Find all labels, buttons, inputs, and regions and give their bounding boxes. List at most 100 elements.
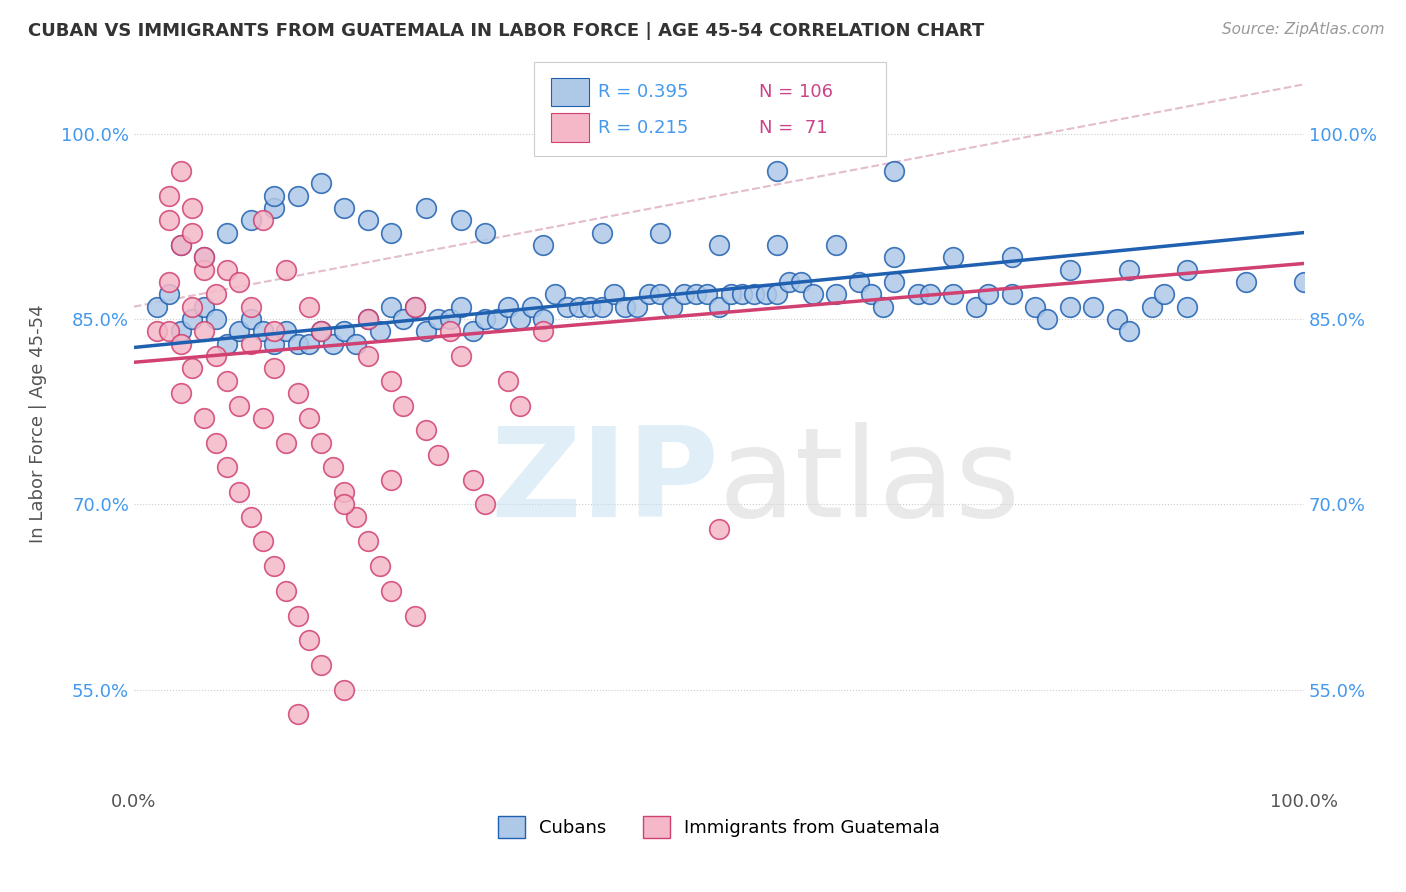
Point — [193, 300, 215, 314]
Point — [239, 336, 262, 351]
Point — [239, 312, 262, 326]
Point — [181, 300, 204, 314]
Point — [637, 287, 659, 301]
Point — [825, 287, 848, 301]
Point — [415, 423, 437, 437]
Point — [392, 312, 415, 326]
Point — [357, 534, 380, 549]
Point — [298, 410, 321, 425]
Point — [287, 188, 309, 202]
Point — [450, 300, 472, 314]
Text: N = 106: N = 106 — [759, 83, 834, 101]
Point — [204, 435, 226, 450]
Text: R = 0.395: R = 0.395 — [598, 83, 688, 101]
Point — [520, 300, 543, 314]
Point — [344, 509, 367, 524]
Point — [942, 287, 965, 301]
Point — [965, 300, 987, 314]
Point — [298, 300, 321, 314]
Point — [380, 300, 402, 314]
Point — [860, 287, 883, 301]
Point — [790, 275, 813, 289]
Point — [1294, 275, 1316, 289]
Text: Source: ZipAtlas.com: Source: ZipAtlas.com — [1222, 22, 1385, 37]
Point — [614, 300, 637, 314]
Point — [883, 275, 905, 289]
Point — [685, 287, 707, 301]
Point — [766, 238, 789, 252]
Point — [1083, 300, 1105, 314]
Point — [252, 410, 274, 425]
Point — [707, 522, 730, 536]
Y-axis label: In Labor Force | Age 45-54: In Labor Force | Age 45-54 — [30, 305, 46, 543]
Text: ZIP: ZIP — [491, 422, 718, 543]
Point — [333, 325, 356, 339]
Point — [309, 325, 332, 339]
Point — [228, 399, 250, 413]
Point — [531, 312, 554, 326]
Text: CUBAN VS IMMIGRANTS FROM GUATEMALA IN LABOR FORCE | AGE 45-54 CORRELATION CHART: CUBAN VS IMMIGRANTS FROM GUATEMALA IN LA… — [28, 22, 984, 40]
Point — [228, 325, 250, 339]
Point — [157, 275, 180, 289]
Point — [181, 312, 204, 326]
Point — [509, 399, 531, 413]
Point — [228, 275, 250, 289]
Point — [263, 188, 285, 202]
Point — [1118, 325, 1140, 339]
Point — [274, 325, 297, 339]
Point — [263, 559, 285, 574]
Point — [602, 287, 624, 301]
Point — [169, 238, 191, 252]
Point — [415, 201, 437, 215]
Point — [650, 226, 672, 240]
Point — [157, 287, 180, 301]
Point — [193, 325, 215, 339]
Point — [217, 226, 239, 240]
Point — [907, 287, 929, 301]
Point — [498, 374, 520, 388]
Point — [427, 312, 450, 326]
Point — [181, 361, 204, 376]
Point — [181, 226, 204, 240]
Point — [169, 336, 191, 351]
Point — [380, 226, 402, 240]
Point — [1000, 287, 1022, 301]
Point — [439, 325, 461, 339]
Point — [193, 262, 215, 277]
Point — [531, 325, 554, 339]
Point — [252, 534, 274, 549]
Point — [274, 583, 297, 598]
Point — [707, 238, 730, 252]
Point — [263, 201, 285, 215]
Point — [1000, 250, 1022, 264]
Text: atlas: atlas — [718, 422, 1021, 543]
Point — [404, 300, 426, 314]
Point — [555, 300, 578, 314]
Point — [322, 336, 344, 351]
Point — [427, 448, 450, 462]
Point — [368, 559, 391, 574]
Point — [872, 300, 894, 314]
Point — [357, 349, 380, 363]
Point — [650, 287, 672, 301]
Point — [942, 250, 965, 264]
Point — [766, 163, 789, 178]
Point — [204, 287, 226, 301]
Point — [368, 325, 391, 339]
Point — [146, 325, 169, 339]
Point — [474, 497, 496, 511]
Point — [357, 213, 380, 227]
Point — [333, 682, 356, 697]
Point — [1153, 287, 1175, 301]
Point — [825, 238, 848, 252]
Point — [309, 176, 332, 190]
Point — [287, 336, 309, 351]
Point — [404, 608, 426, 623]
Point — [309, 435, 332, 450]
Point — [309, 325, 332, 339]
Point — [509, 312, 531, 326]
Point — [380, 374, 402, 388]
Point — [474, 312, 496, 326]
Point — [169, 325, 191, 339]
Point — [169, 238, 191, 252]
